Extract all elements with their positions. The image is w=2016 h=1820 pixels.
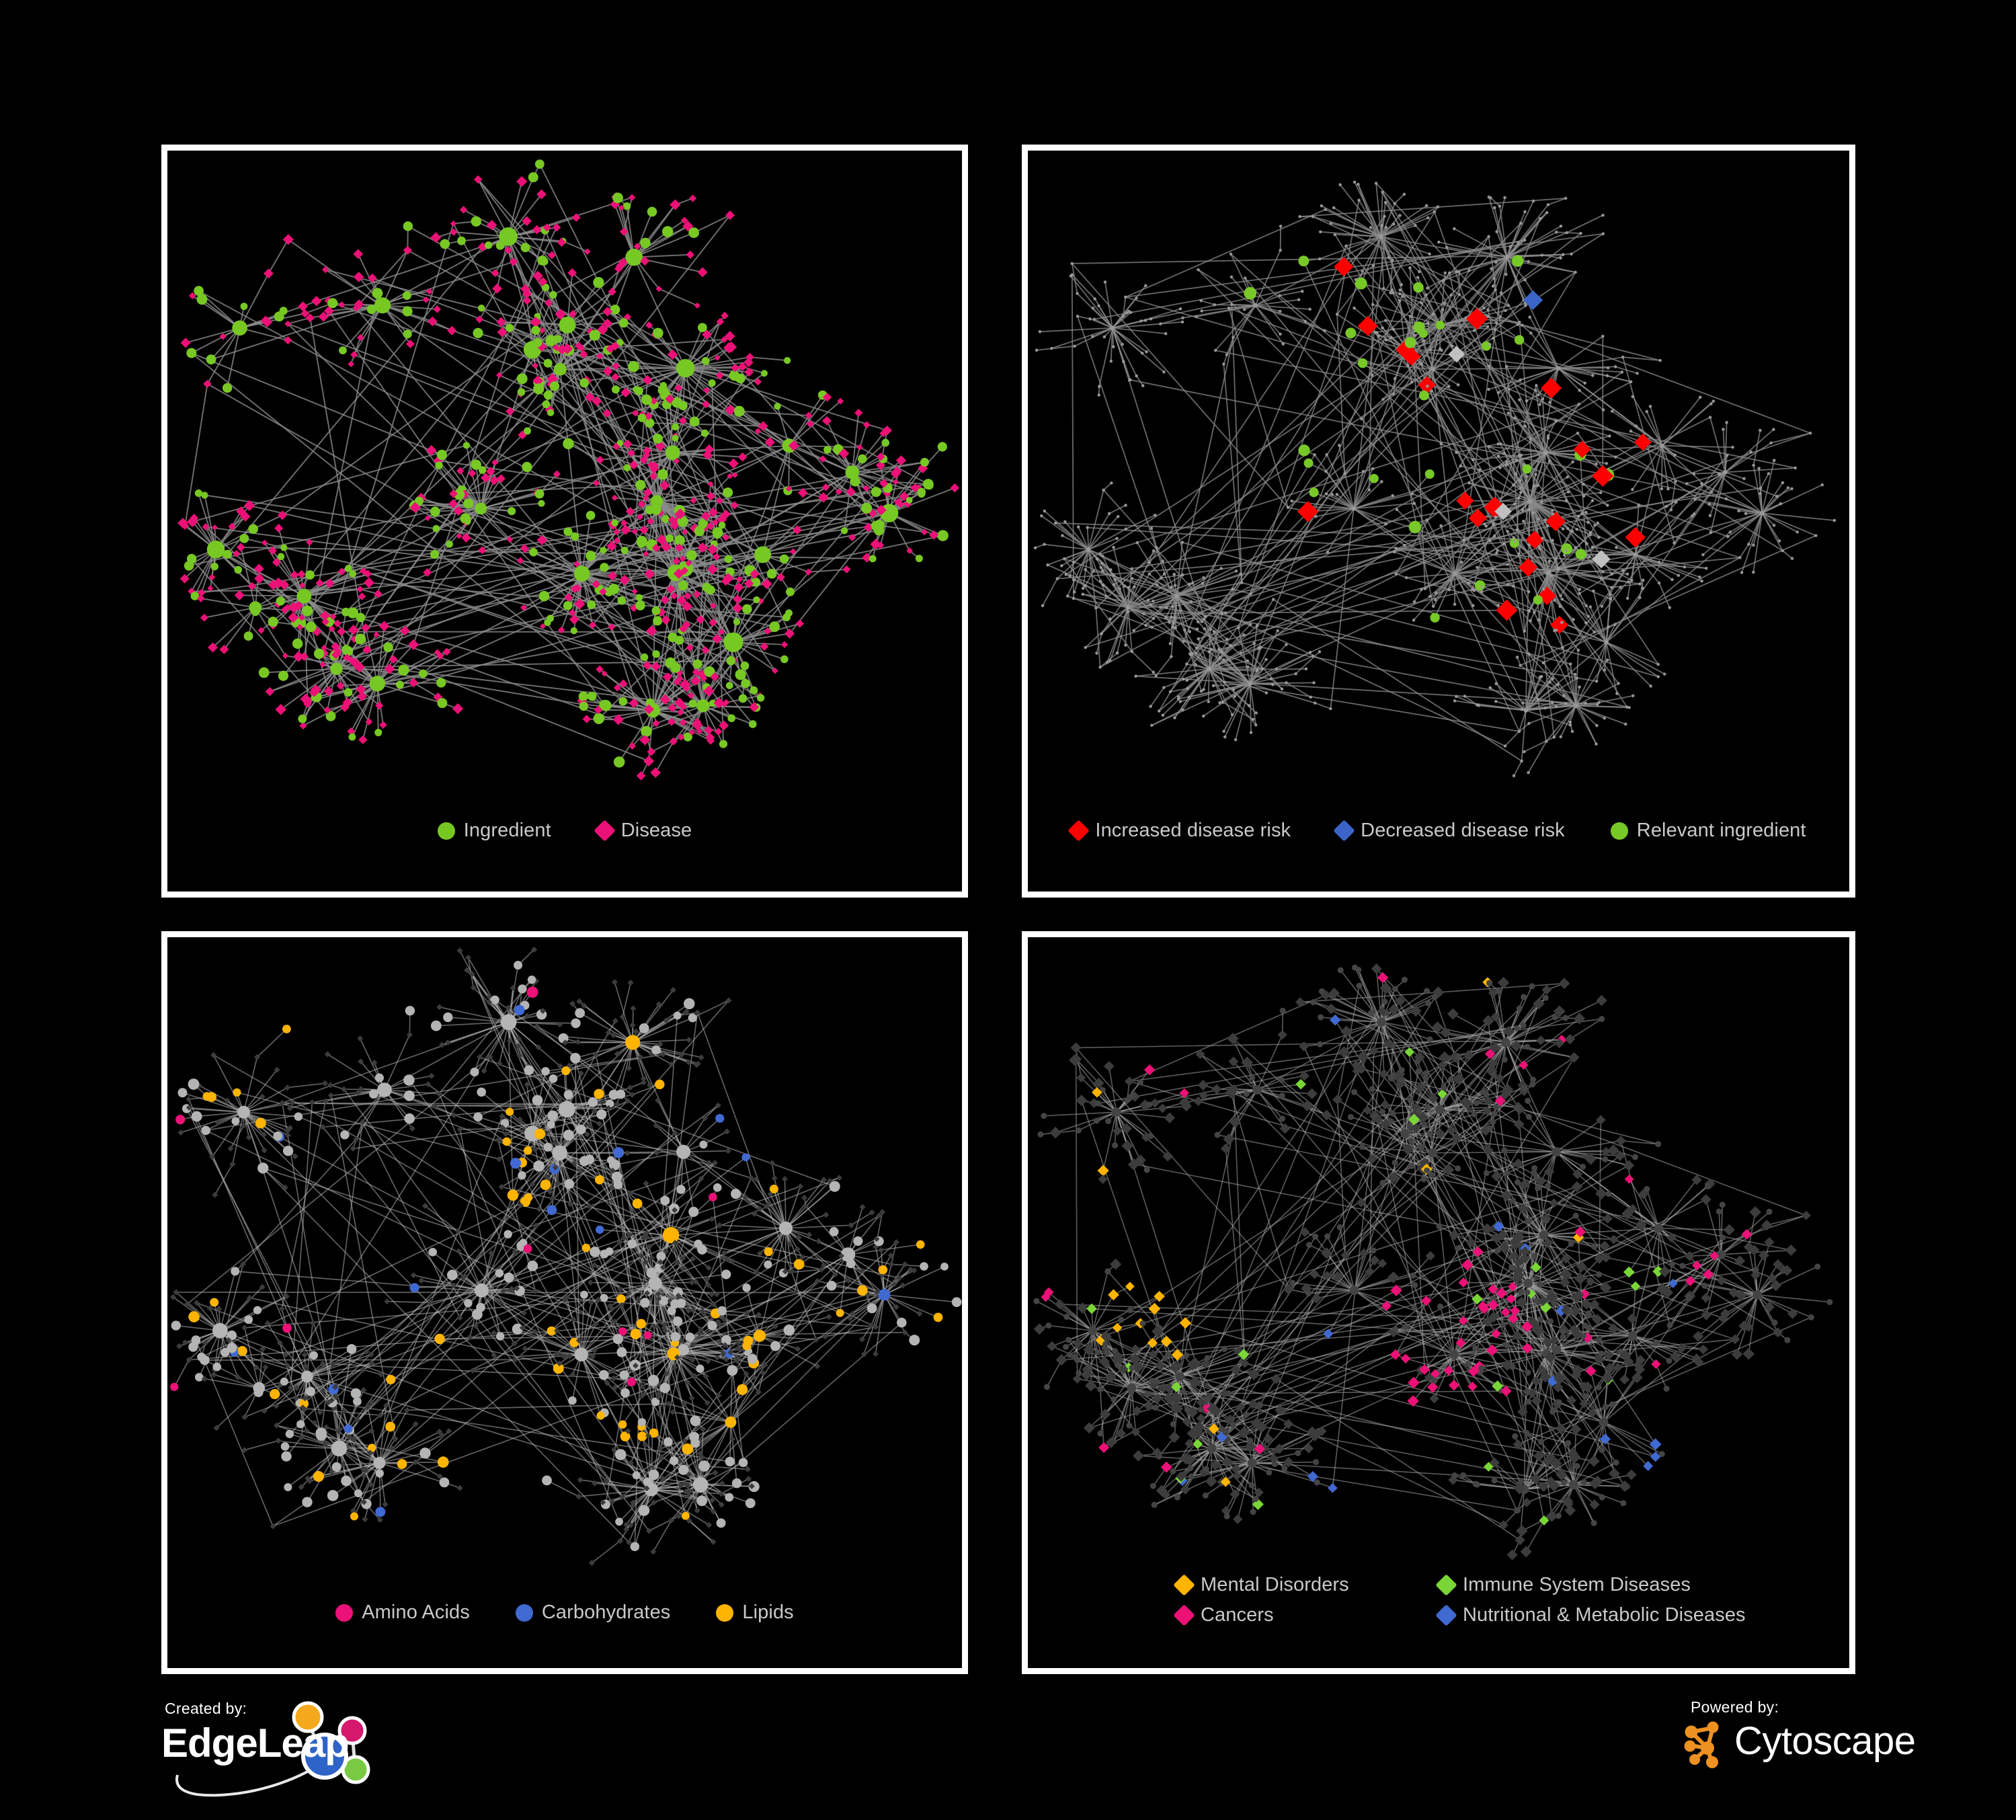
panel-ingredient-disease-network[interactable]: Ingredient Disease (161, 145, 968, 898)
edgeleap-wordmark: EdgeLeap (161, 1720, 350, 1766)
footer-branding: Created by: EdgeLeap Powe (0, 1681, 2016, 1820)
panel-nutrient-class-network[interactable]: Amino Acids Carbohydrates Lipids (161, 931, 968, 1674)
network-canvas-4[interactable] (1028, 937, 1849, 1668)
network-graph-1 (177, 159, 960, 781)
network-graph-3 (169, 946, 962, 1567)
network-graph-4 (1033, 963, 1833, 1560)
network-canvas-3[interactable] (167, 937, 962, 1668)
cytoscape-network-logo-icon (1684, 1721, 1719, 1768)
network-canvas-2[interactable] (1028, 151, 1849, 892)
created-by-edgeleap-logo[interactable]: Created by: EdgeLeap (161, 1696, 511, 1803)
network-canvas-1[interactable] (167, 151, 962, 892)
powered-by-cytoscape-logo[interactable]: Powered by: Cytoscape (1667, 1694, 1990, 1802)
created-by-kicker: Created by: (165, 1700, 247, 1717)
cytoscape-wordmark: Cytoscape (1734, 1719, 1916, 1763)
powered-by-kicker: Powered by: (1691, 1698, 1779, 1716)
edgeleap-network-logo-icon (175, 1701, 370, 1797)
panel-disease-category-network[interactable]: Mental Disorders Immune System Diseases Ca… (1022, 931, 1855, 1674)
network-graph-2 (1033, 180, 1837, 778)
panel-disease-risk-network[interactable]: Increased disease risk Decreased disease … (1022, 145, 1855, 898)
